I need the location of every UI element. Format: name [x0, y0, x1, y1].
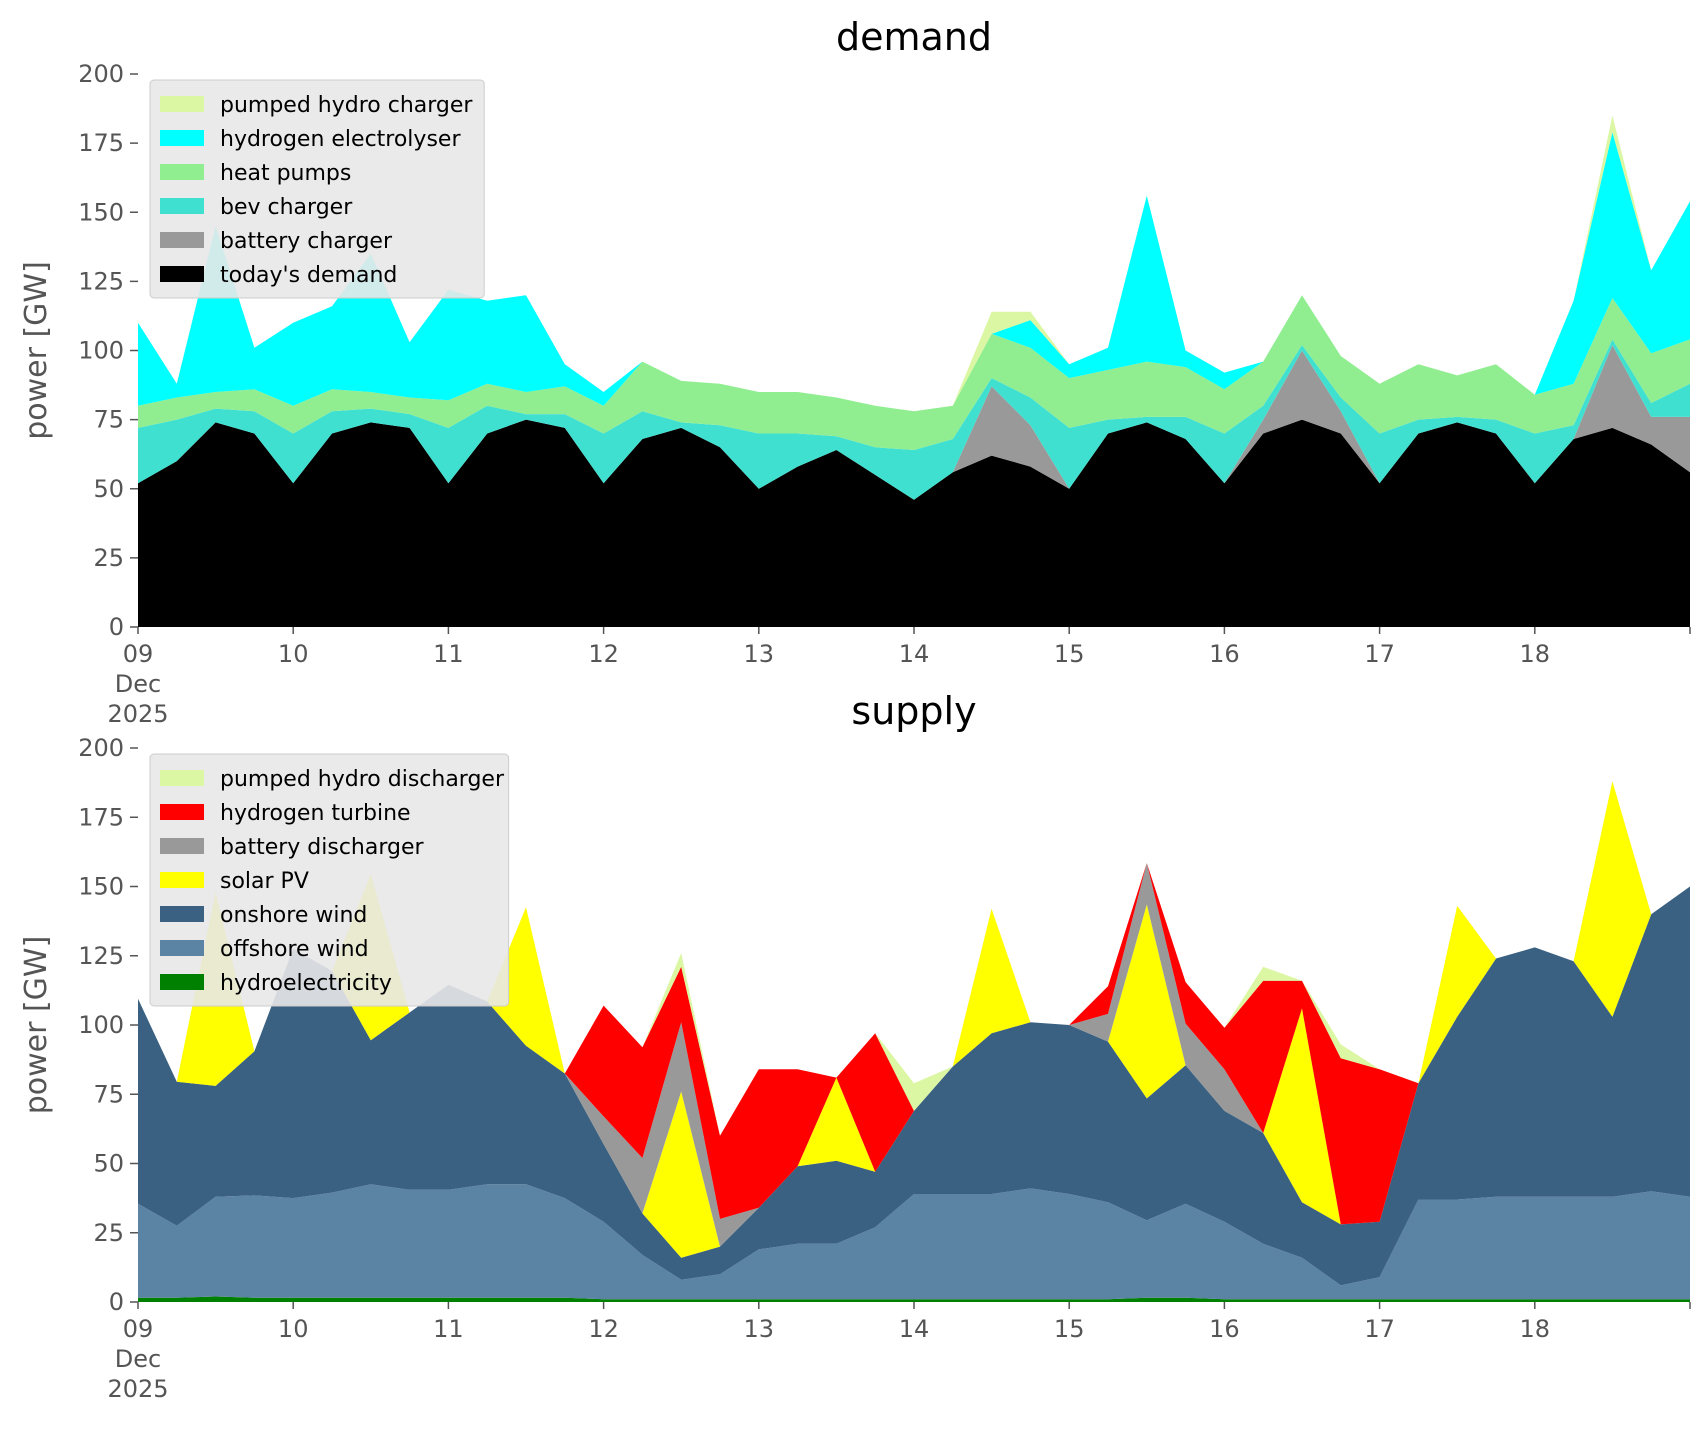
x-tick-label: 13 — [744, 640, 775, 668]
legend-label: hydroelectricity — [220, 971, 392, 996]
x-tick-label: 12 — [588, 1315, 619, 1343]
area-battery-charger — [138, 345, 1690, 500]
legend-swatch — [160, 974, 204, 990]
x-tick-label: 18 — [1520, 640, 1551, 668]
x-tick-label: 15 — [1054, 1315, 1085, 1343]
y-tick-label: 100 — [78, 337, 124, 365]
y-tick-label: 175 — [78, 129, 124, 157]
y-axis-label: power [GW] — [19, 261, 54, 440]
y-tick-label: 50 — [93, 1150, 124, 1178]
area-today-s-demand — [138, 419, 1690, 627]
legend-swatch — [160, 164, 204, 180]
x-tick-label: 09 Dec 2025 — [107, 640, 168, 728]
legend-label: onshore wind — [220, 903, 367, 928]
area-solar-pv — [138, 781, 1690, 1258]
x-tick-label: 09 Dec 2025 — [107, 1315, 168, 1403]
y-tick-label: 125 — [78, 267, 124, 295]
legend-swatch — [160, 906, 204, 922]
y-tick-label: 25 — [93, 1219, 124, 1247]
y-tick-label: 200 — [78, 60, 124, 88]
legend-label: pumped hydro discharger — [220, 767, 505, 792]
x-axis: 09 Dec 2025 10 11 12 13 14 15 16 17 18 — [107, 627, 1691, 728]
area-offshore-wind — [138, 1184, 1690, 1300]
legend-swatch — [160, 770, 204, 786]
legend-swatch — [160, 232, 204, 248]
x-tick-label: 14 — [899, 1315, 930, 1343]
y-tick-label: 150 — [78, 873, 124, 901]
legend: pumped hydro discharger hydrogen turbine b… — [149, 753, 510, 1007]
y-axis-label: power [GW] — [19, 936, 54, 1115]
legend-label: battery discharger — [220, 835, 425, 860]
x-tick-label: 18 — [1520, 1315, 1551, 1343]
y-tick-label: 100 — [78, 1011, 124, 1039]
y-tick-label: 0 — [109, 1288, 124, 1316]
legend-swatch — [160, 266, 204, 282]
x-tick-label: 15 — [1054, 640, 1085, 668]
x-tick-label: 10 — [278, 640, 309, 668]
y-tick-label: 0 — [109, 613, 124, 641]
x-tick-label: 11 — [433, 640, 464, 668]
y-axis: 0 25 50 75 100 125 150 175 200 — [78, 734, 138, 1316]
legend-swatch — [160, 130, 204, 146]
x-tick-label: 16 — [1209, 640, 1240, 668]
legend-swatch — [160, 96, 204, 112]
area-layers — [138, 781, 1690, 1302]
x-tick-label: 17 — [1364, 640, 1395, 668]
supply-chart: 0 25 50 75 100 125 150 175 200 power [GW] 09 Dec 202… — [19, 689, 1691, 1403]
legend-swatch — [160, 198, 204, 214]
area-layers — [138, 115, 1690, 627]
legend-label: offshore wind — [220, 937, 369, 962]
area-hydroelectricity — [138, 1296, 1690, 1302]
y-axis: 0 25 50 75 100 125 150 175 200 — [78, 60, 138, 641]
legend-label: today's demand — [220, 263, 397, 288]
legend-box — [149, 79, 485, 299]
y-tick-label: 75 — [93, 406, 124, 434]
legend-label: hydrogen turbine — [220, 801, 411, 826]
y-tick-label: 150 — [78, 198, 124, 226]
legend-label: bev charger — [220, 195, 353, 220]
demand-chart: 0 25 50 75 100 125 150 175 200 power [GW] 09 Dec 202… — [19, 15, 1691, 728]
legend-swatch — [160, 804, 204, 820]
x-tick-label: 13 — [744, 1315, 775, 1343]
legend-swatch — [160, 872, 204, 888]
legend-label: battery charger — [220, 229, 393, 254]
legend-swatch — [160, 838, 204, 854]
chart-title: demand — [836, 15, 992, 59]
y-tick-label: 125 — [78, 942, 124, 970]
legend-label: solar PV — [220, 869, 309, 894]
y-tick-label: 200 — [78, 734, 124, 762]
y-tick-label: 50 — [93, 475, 124, 503]
x-tick-label: 17 — [1364, 1315, 1395, 1343]
legend-label: heat pumps — [220, 161, 351, 186]
x-tick-label: 12 — [588, 640, 619, 668]
area-bev-charger — [138, 339, 1690, 500]
y-tick-label: 75 — [93, 1080, 124, 1108]
x-tick-label: 11 — [433, 1315, 464, 1343]
legend-label: pumped hydro charger — [220, 93, 473, 118]
legend-label: hydrogen electrolyser — [220, 127, 461, 152]
area-heat-pumps — [138, 295, 1690, 450]
chart-title: supply — [851, 689, 976, 733]
legend: pumped hydro charger hydrogen electrolyse… — [149, 79, 485, 299]
y-tick-label: 25 — [93, 544, 124, 572]
area-onshore-wind — [138, 886, 1690, 1286]
y-tick-label: 175 — [78, 803, 124, 831]
area-hydrogen-electrolyser — [138, 132, 1690, 412]
legend-swatch — [160, 940, 204, 956]
x-axis: 09 Dec 2025 10 11 12 13 14 15 16 17 18 — [107, 1302, 1691, 1403]
x-tick-label: 16 — [1209, 1315, 1240, 1343]
legend-box — [149, 753, 510, 1007]
x-tick-label: 14 — [899, 640, 930, 668]
x-tick-label: 10 — [278, 1315, 309, 1343]
